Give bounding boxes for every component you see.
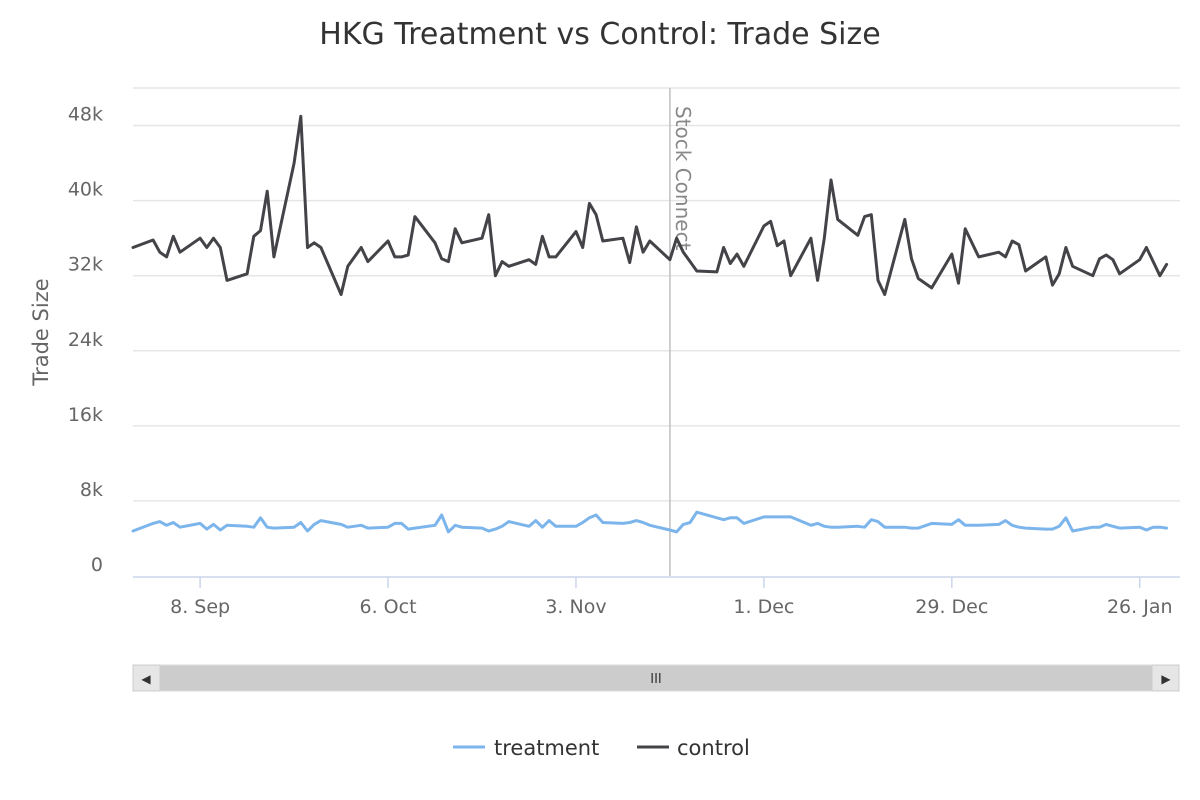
series-line-treatment	[131, 510, 1169, 534]
scroll-right-button[interactable]	[1151, 664, 1180, 692]
navigator-scrollbar[interactable]: ◀ ▶ III	[132, 664, 1180, 692]
plot-line-label: Stock Connect	[671, 106, 695, 251]
chevron-left-icon: ◀	[141, 672, 151, 686]
grid-lines	[133, 87, 1180, 502]
y-tick-labels: 0 8k 16k 24k 32k 40k 48k	[68, 104, 103, 576]
legend-label-control: control	[677, 736, 750, 760]
legend-item-treatment[interactable]: treatment	[453, 736, 599, 760]
scroll-left-button[interactable]	[132, 664, 161, 692]
x-tick-label: 26. Jan	[1107, 596, 1173, 618]
x-tick-label: 8. Sep	[170, 596, 230, 618]
series-line-control	[131, 114, 1169, 296]
x-tick-label: 6. Oct	[360, 596, 417, 618]
y-tick-label: 40k	[68, 179, 103, 201]
series-lines	[131, 114, 1169, 534]
y-tick-label: 16k	[68, 404, 103, 426]
legend-label-treatment: treatment	[494, 736, 599, 760]
y-tick-label: 48k	[68, 104, 103, 126]
y-tick-label: 0	[91, 554, 103, 576]
plot-line: Stock Connect	[669, 88, 695, 576]
x-tick-label: 1. Dec	[733, 596, 794, 618]
chevron-right-icon: ▶	[1161, 672, 1171, 686]
legend: treatment control	[453, 736, 750, 760]
y-tick-label: 32k	[68, 254, 103, 276]
scrollbar-grip-icon[interactable]: III	[650, 672, 662, 687]
x-axis: 8. Sep 6. Oct 3. Nov 1. Dec 29. Dec 26. Jan	[133, 576, 1180, 618]
y-tick-label: 8k	[80, 479, 103, 501]
chart-title: HKG Treatment vs Control: Trade Size	[319, 17, 880, 52]
y-tick-label: 24k	[68, 329, 103, 351]
legend-item-control[interactable]: control	[637, 736, 750, 760]
y-axis-title: Trade Size	[29, 278, 53, 386]
x-tick-label: 29. Dec	[915, 596, 988, 618]
x-tick-label: 3. Nov	[545, 596, 606, 618]
